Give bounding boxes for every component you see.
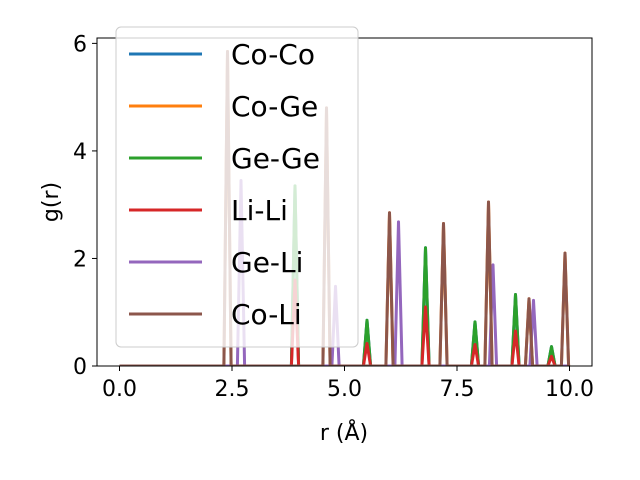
x-axis-label: r (Å)	[320, 419, 368, 446]
x-tick-label: 10.0	[545, 377, 594, 402]
y-tick-label: 2	[73, 247, 87, 272]
ticks-layer: 0.0 2.5 5.0 7.5 10.0 0 2 4 6	[73, 32, 594, 402]
x-tick-label: 5.0	[327, 377, 362, 402]
x-tick-label: 2.5	[215, 377, 250, 402]
legend-label: Co-Li	[231, 298, 302, 331]
legend-label: Co-Co	[231, 38, 315, 71]
legend: Co-Co Co-Ge Ge-Ge Li-Li Ge-Li Co-Li	[115, 26, 359, 348]
x-tick-label: 0.0	[102, 377, 137, 402]
legend-label: Co-Ge	[231, 90, 318, 123]
legend-label: Ge-Li	[231, 246, 303, 279]
y-tick-label: 6	[73, 32, 87, 57]
legend-label: Li-Li	[231, 194, 288, 227]
legend-label: Ge-Ge	[231, 142, 320, 175]
series-line-co-li	[119, 49, 571, 366]
x-tick-label: 7.5	[440, 377, 475, 402]
y-axis-label: g(r)	[39, 182, 64, 222]
y-tick-label: 4	[73, 140, 87, 165]
y-tick-label: 0	[73, 355, 87, 380]
